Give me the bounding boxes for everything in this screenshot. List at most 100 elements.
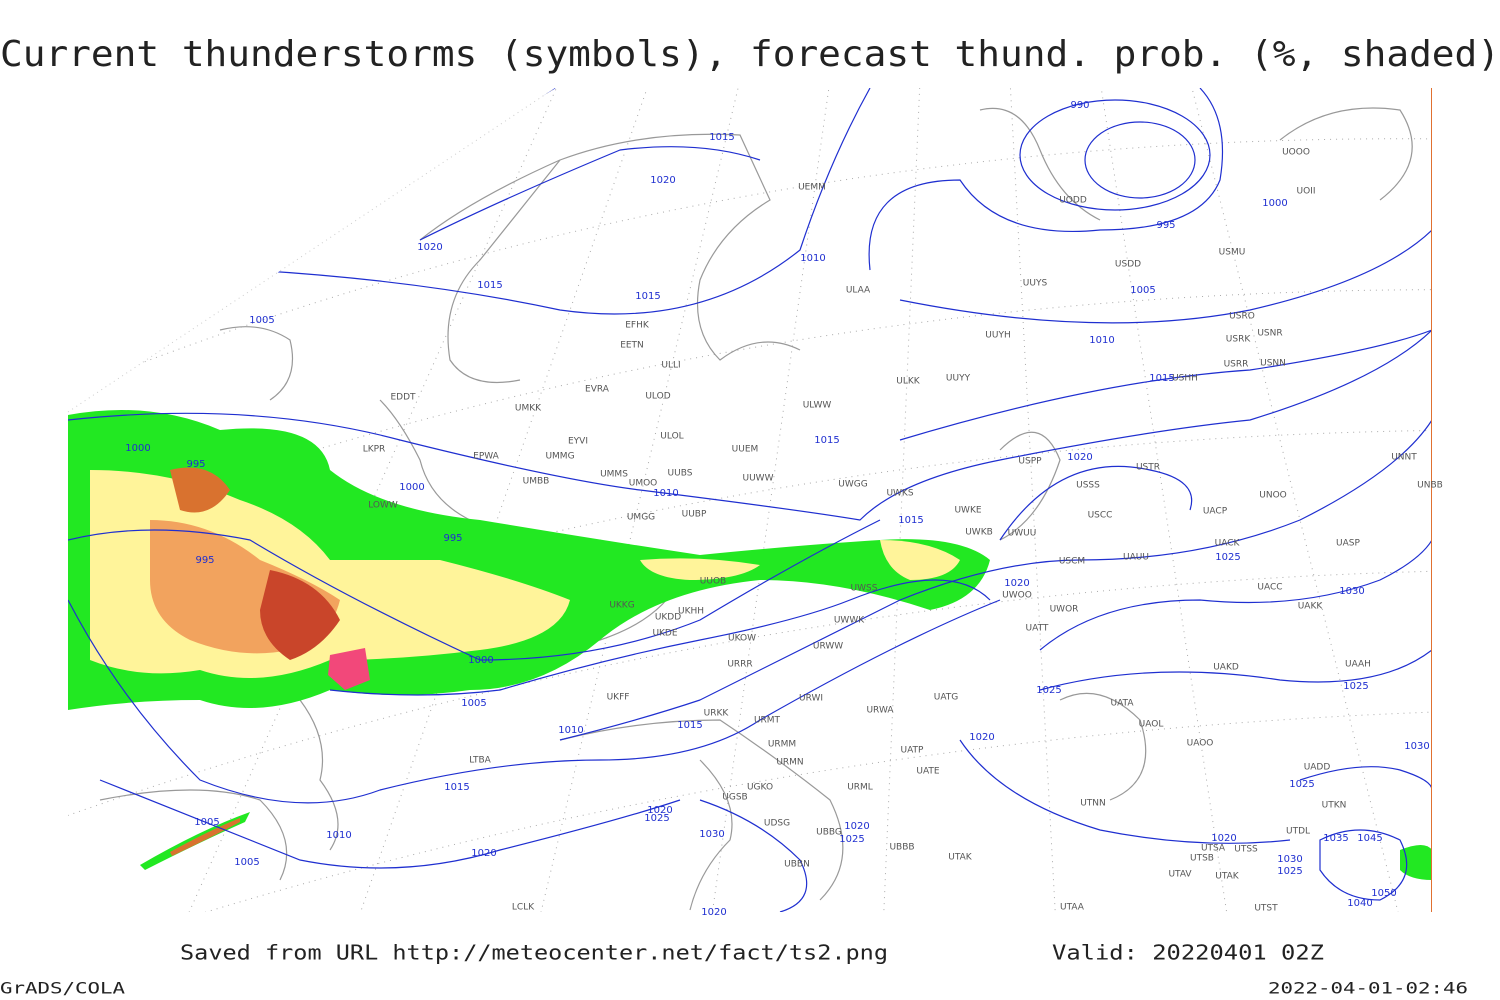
station-label: EPWA [473, 452, 500, 462]
station-label: LCLK [512, 903, 535, 913]
station-label: UTSA [1201, 844, 1226, 854]
station-label: UAKK [1298, 602, 1324, 612]
station-label: UTSS [1234, 845, 1258, 855]
station-label: ULOD [645, 392, 670, 402]
station-label: UTST [1254, 904, 1278, 914]
station-label: UACP [1203, 507, 1228, 517]
station-label: LTBA [469, 756, 491, 766]
station-label: UKFF [607, 693, 630, 703]
station-label: USTR [1136, 463, 1160, 473]
isobar-label: 1015 [814, 435, 839, 446]
station-label: UASP [1336, 539, 1360, 549]
station-label: UATP [901, 746, 925, 756]
station-label: UACK [1215, 539, 1241, 549]
station-label: EYVI [568, 437, 588, 447]
station-label: EETN [620, 341, 644, 351]
station-label: UNBB [1417, 481, 1443, 491]
station-label: UWOR [1050, 605, 1079, 615]
station-label: UMMG [545, 452, 574, 462]
map-title: Current thunderstorms (symbols), forecas… [0, 34, 1500, 75]
station-label: UATT [1026, 624, 1049, 634]
station-label: UAOL [1139, 720, 1164, 730]
isobars [68, 88, 1432, 912]
station-label: UWKE [954, 506, 981, 516]
station-label: UTNN [1080, 799, 1106, 809]
isobar-label: 995 [195, 555, 214, 566]
station-label: EVRA [585, 385, 610, 395]
station-label: UUYH [985, 331, 1010, 341]
station-label: USNN [1260, 359, 1286, 369]
station-label: UGSB [722, 793, 747, 803]
isobar-label: 1010 [1089, 335, 1114, 346]
valid-time: Valid: 20220401 02Z [1052, 941, 1324, 965]
station-label: USSS [1076, 481, 1100, 491]
station-label: URKK [704, 709, 730, 719]
station-label: EDDT [390, 393, 416, 403]
station-label: UMKK [515, 404, 542, 414]
station-label: UAUU [1123, 553, 1149, 563]
station-label: USRO [1229, 312, 1255, 322]
station-label: EFHK [625, 321, 650, 331]
isobar-label: 1020 [417, 242, 442, 253]
isobar-label: 1030 [1339, 586, 1364, 597]
isobar-label: 1015 [677, 720, 702, 731]
station-label: UTKN [1322, 801, 1347, 811]
station-label: UTAK [948, 853, 973, 863]
isobar-label: 1035 [1323, 833, 1348, 844]
isobar-label: 1010 [326, 830, 351, 841]
station-label: UKOW [728, 634, 756, 644]
isobar-label: 995 [186, 459, 205, 470]
station-label: UACC [1257, 583, 1282, 593]
station-label: USDD [1115, 260, 1141, 270]
station-label: UMOO [629, 479, 658, 489]
map-area [68, 88, 1432, 912]
station-label: UEMM [798, 183, 826, 193]
isobar-label: 1015 [477, 280, 502, 291]
station-label: USPP [1018, 457, 1042, 467]
isobar-label: 1020 [647, 805, 672, 816]
station-label: URWI [799, 694, 823, 704]
map-labels: 990 1015 1020 1020 1010 995 1000 1005 1015 1015 10… [125, 100, 1443, 918]
station-label: UMMS [600, 470, 628, 480]
isobar-label: 1005 [461, 698, 486, 709]
station-label: UTSB [1190, 854, 1214, 864]
station-label: UATE [916, 767, 940, 777]
station-label: URWA [866, 706, 894, 716]
station-label: UAKD [1213, 663, 1239, 673]
station-label: UADD [1304, 763, 1331, 773]
station-label: ULKK [896, 377, 921, 387]
isobar-label: 1000 [125, 443, 150, 454]
station-label: UTAK [1215, 872, 1240, 882]
isobar-label: 1030 [1277, 854, 1302, 865]
isobar-label: 1015 [898, 515, 923, 526]
isobar-label: 1020 [1004, 578, 1029, 589]
isobar-label: 1005 [1130, 285, 1155, 296]
station-label: UGKO [747, 783, 773, 793]
station-label: USRK [1226, 335, 1252, 345]
isobar-label: 1025 [1289, 779, 1314, 790]
isobar-label: 1030 [1404, 741, 1429, 752]
station-label: UKKG [609, 601, 634, 611]
station-label: UATA [1110, 699, 1134, 709]
station-label: URMT [754, 716, 781, 726]
station-label: USRR [1224, 360, 1249, 370]
station-label: UMBB [523, 477, 550, 487]
station-label: UWKB [965, 528, 993, 538]
station-label: LKPR [363, 445, 386, 455]
station-label: UTAV [1168, 870, 1192, 880]
isobar-label: 1020 [1067, 452, 1092, 463]
station-label: URML [847, 783, 873, 793]
isobar-label: 1025 [1215, 552, 1240, 563]
isobar-label: 1020 [650, 175, 675, 186]
isobar-label: 1010 [558, 725, 583, 736]
isobar-label: 1020 [844, 821, 869, 832]
timestamp: 2022-04-01-02:46 [1268, 979, 1468, 998]
station-label: UODD [1059, 196, 1087, 206]
station-label: UKDD [655, 613, 681, 623]
station-label: URWW [813, 642, 843, 652]
isobar-label: 1000 [399, 482, 424, 493]
station-label: LOWW [368, 501, 398, 511]
isobar-label: 1020 [471, 848, 496, 859]
software-credit: GrADS/COLA [0, 979, 125, 998]
isobar-label: 990 [1070, 100, 1089, 111]
